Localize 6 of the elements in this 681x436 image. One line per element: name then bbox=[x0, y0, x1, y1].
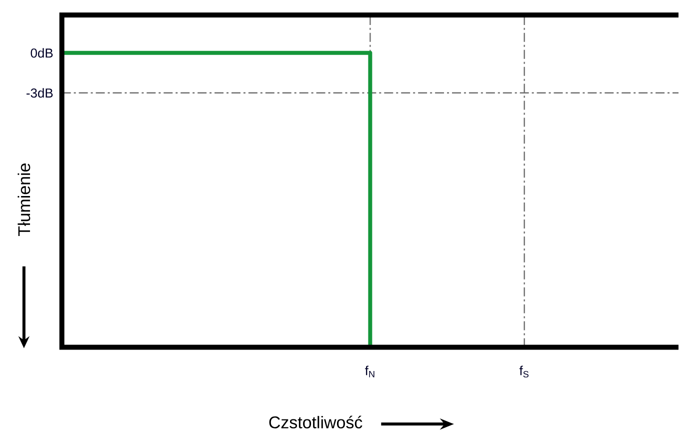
x-tick-label: f$_{N}$ bbox=[365, 366, 374, 378]
y-tick-label: 0dB bbox=[30, 48, 53, 58]
x-axis-title: Czstotliwość bbox=[269, 416, 362, 428]
y-tick-label: -3dB bbox=[26, 88, 53, 98]
y-axis-title: Tłumienie bbox=[18, 164, 30, 236]
x-tick-label: f$_{S}$ bbox=[519, 366, 528, 378]
